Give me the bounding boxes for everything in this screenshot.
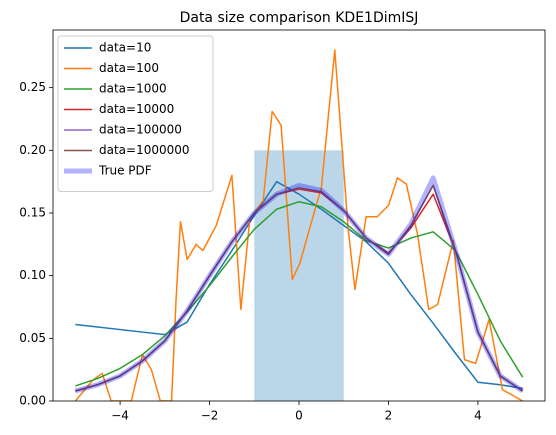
y-tick-label: 0.25 <box>19 80 46 94</box>
legend-label: data=10000 <box>99 102 174 116</box>
legend-label: data=10 <box>99 41 151 55</box>
series-line <box>74 175 525 394</box>
x-tick-label: 2 <box>385 409 393 423</box>
legend-label: data=100 <box>99 61 159 75</box>
series-line <box>75 200 524 387</box>
x-tick-label: −4 <box>111 409 129 423</box>
y-tick-label: 0.05 <box>19 331 46 345</box>
legend-label: data=1000 <box>99 82 167 96</box>
legend-label: True PDF <box>98 164 152 178</box>
legend-box <box>57 35 214 192</box>
series-line <box>75 180 523 390</box>
chart-title: Data size comparison KDE1DimISJ <box>180 10 419 26</box>
x-tick-label: −2 <box>201 409 219 423</box>
x-tick-label: 0 <box>295 409 303 423</box>
series-line <box>75 184 524 392</box>
y-tick-label: 0.15 <box>19 205 46 219</box>
series-line <box>74 49 524 401</box>
y-tick-label: 0.10 <box>19 268 46 282</box>
legend-label: data=1000000 <box>99 143 190 157</box>
x-tick-label: 4 <box>474 409 482 423</box>
legend-label: data=100000 <box>99 123 182 137</box>
legend: data=10 data=100 data=1000 data=10000 data=1… <box>57 35 214 192</box>
y-tick-label: 0.20 <box>19 143 46 157</box>
y-tick-label: 0.00 <box>19 394 46 408</box>
